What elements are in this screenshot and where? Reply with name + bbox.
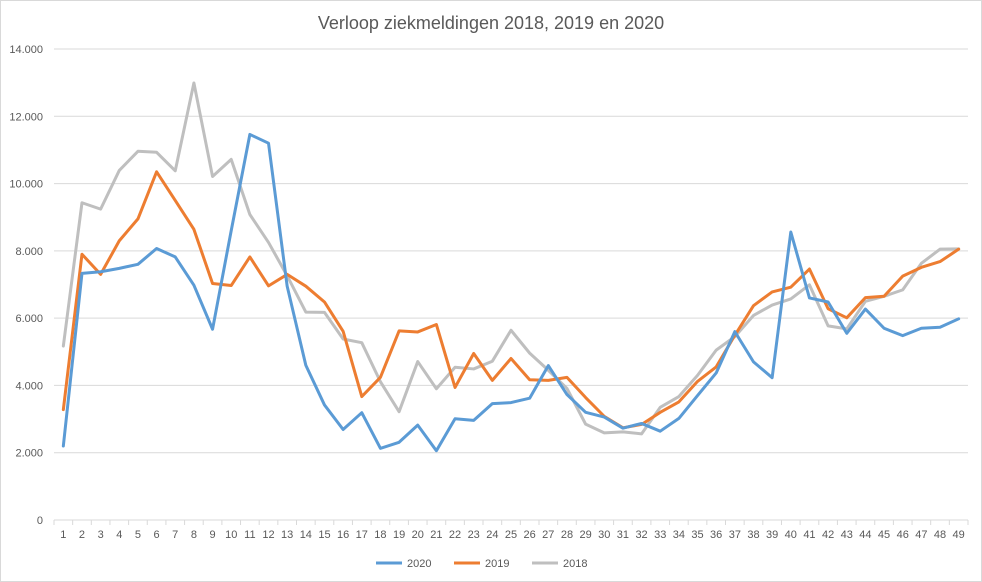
x-tick-label: 26	[524, 529, 536, 541]
x-tick-label: 29	[579, 529, 591, 541]
x-tick-label: 40	[785, 529, 797, 541]
x-tick-label: 15	[318, 529, 330, 541]
series-lines	[61, 81, 961, 453]
x-tick-label: 23	[468, 529, 480, 541]
x-tick-label: 39	[766, 529, 778, 541]
y-tick-label: 4.000	[15, 380, 43, 392]
x-tick-label: 34	[673, 529, 685, 541]
x-axis-tick-labels: 1 2 3 4 5 6 7 8 9 10 11 12 13 14 15 16 17 18 19 20 21 22 23 24 2…	[53, 520, 969, 541]
x-tick-label: 43	[841, 529, 853, 541]
x-tick-label: 2	[79, 529, 85, 541]
x-tick-label: 46	[897, 529, 909, 541]
x-tick-label: 12	[262, 529, 274, 541]
y-tick-label: 12.000	[9, 111, 43, 123]
y-tick-label: 2.000	[15, 448, 43, 460]
x-tick-label: 17	[356, 529, 368, 541]
y-tick-label: 0	[37, 515, 43, 527]
legend: 2020 2019 2018	[376, 558, 587, 570]
x-tick-label: 37	[729, 529, 741, 541]
y-axis-tick-labels: 0 2.000 4.000 6.000 8.000 10.000 12.000 14.000	[9, 44, 43, 527]
x-tick-label: 22	[449, 529, 461, 541]
series-line-2020	[61, 132, 961, 453]
x-tick-label: 18	[374, 529, 386, 541]
x-tick-label: 5	[135, 529, 141, 541]
x-tick-label: 38	[747, 529, 759, 541]
x-tick-label: 10	[225, 529, 237, 541]
x-tick-label: 1	[60, 529, 66, 541]
series-line-2019	[61, 170, 961, 430]
y-tick-label: 10.000	[9, 179, 43, 191]
legend-label-2020: 2020	[407, 558, 431, 570]
x-tick-label: 28	[561, 529, 573, 541]
x-tick-label: 24	[486, 529, 498, 541]
x-tick-label: 20	[412, 529, 424, 541]
x-tick-label: 13	[281, 529, 293, 541]
x-tick-label: 19	[393, 529, 405, 541]
x-tick-label: 47	[915, 529, 927, 541]
x-tick-label: 25	[505, 529, 517, 541]
x-tick-label: 9	[209, 529, 215, 541]
x-tick-label: 4	[116, 529, 122, 541]
x-tick-label: 7	[172, 529, 178, 541]
x-tick-label: 45	[878, 529, 890, 541]
x-tick-label: 49	[953, 529, 965, 541]
x-tick-label: 11	[244, 529, 255, 541]
x-tick-label: 42	[822, 529, 834, 541]
x-tick-label: 44	[859, 529, 871, 541]
x-tick-label: 21	[430, 529, 442, 541]
x-tick-label: 14	[300, 529, 312, 541]
x-tick-label: 3	[98, 529, 104, 541]
x-tick-label: 48	[934, 529, 946, 541]
x-tick-label: 30	[598, 529, 610, 541]
y-tick-label: 8.000	[15, 246, 43, 258]
x-tick-label: 35	[691, 529, 703, 541]
x-tick-label: 32	[635, 529, 647, 541]
series-line-2018	[61, 81, 961, 436]
x-tick-label: 8	[191, 529, 197, 541]
grid-lines	[54, 48, 968, 521]
x-tick-label: 31	[617, 529, 629, 541]
y-tick-label: 14.000	[9, 44, 43, 56]
legend-label-2018: 2018	[563, 558, 587, 570]
x-tick-label: 33	[654, 529, 666, 541]
chart-title: Verloop ziekmeldingen 2018, 2019 en 2020	[318, 13, 664, 33]
x-tick-label: 27	[542, 529, 554, 541]
x-tick-label: 36	[710, 529, 722, 541]
legend-label-2019: 2019	[485, 558, 509, 570]
x-tick-label: 41	[803, 529, 815, 541]
x-tick-label: 6	[154, 529, 160, 541]
y-tick-label: 6.000	[15, 313, 43, 325]
x-tick-label: 16	[337, 529, 349, 541]
